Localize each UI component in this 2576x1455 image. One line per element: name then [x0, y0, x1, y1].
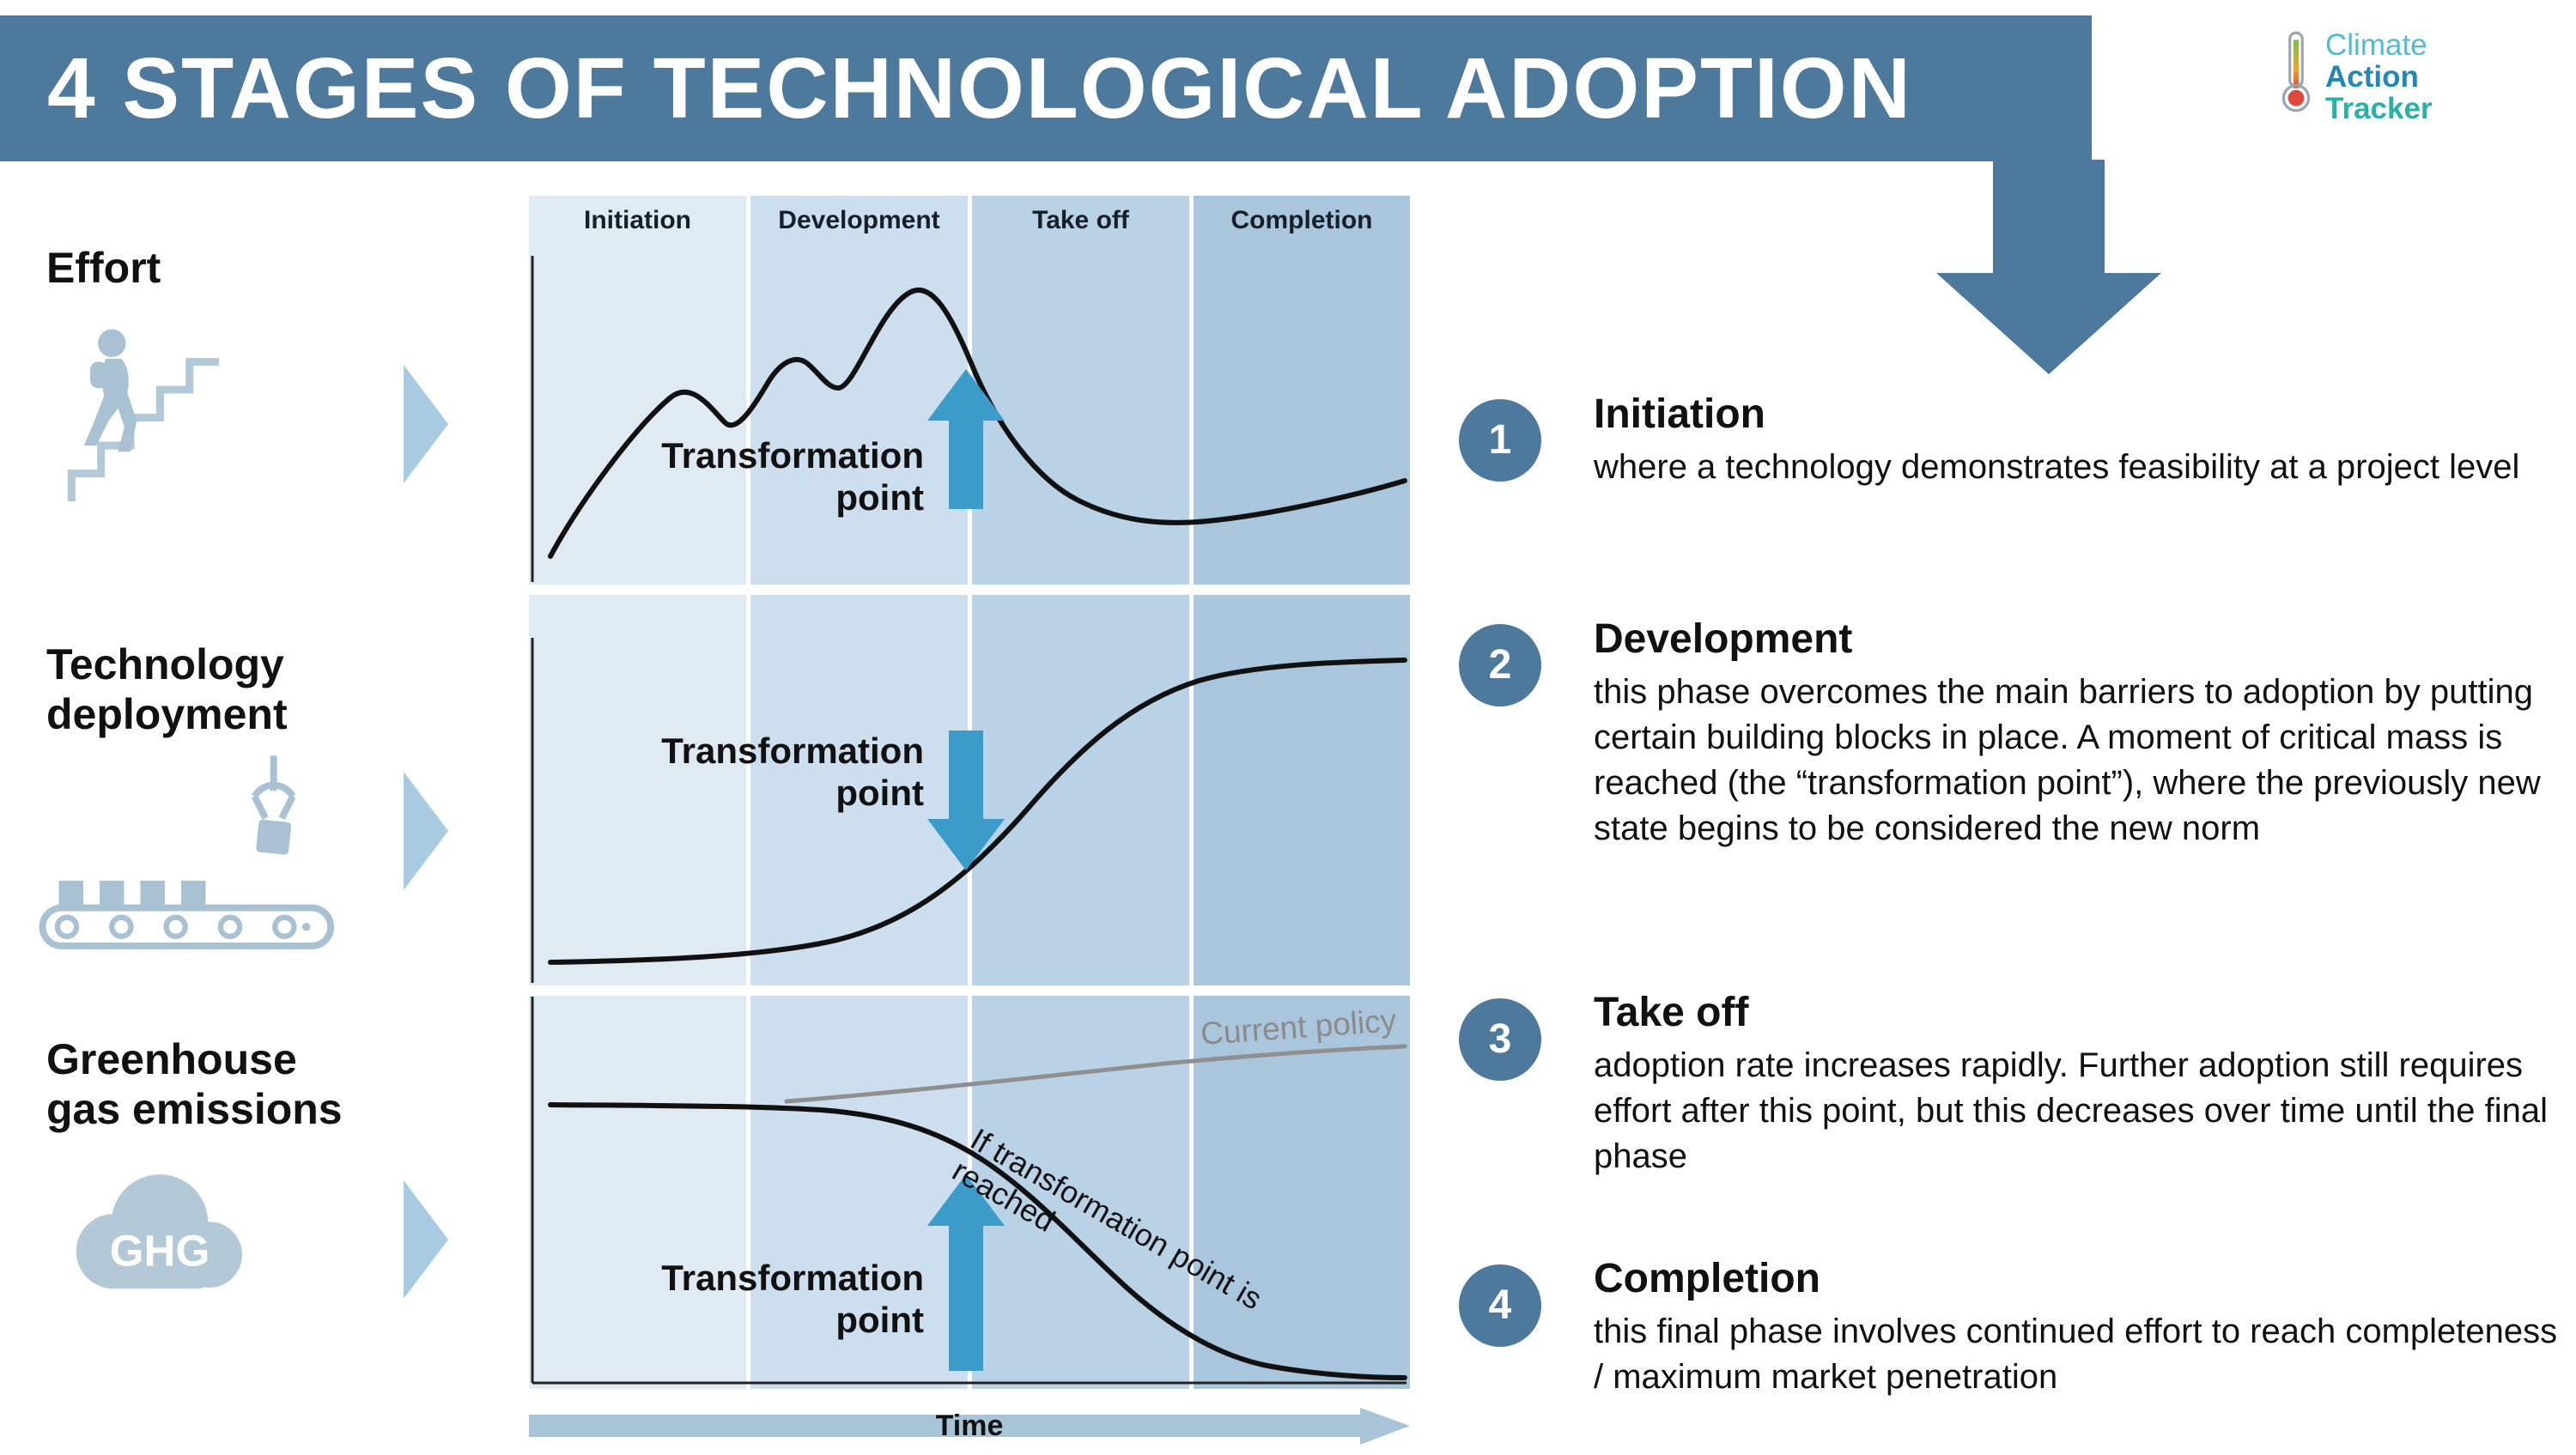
stage-item-completion: Completion this final phase involves con…	[1594, 1255, 2564, 1400]
ghg-cloud-text: GHG	[110, 1226, 210, 1275]
row-arrow-effort-icon	[404, 365, 448, 483]
panel-separator-2	[529, 985, 1410, 996]
time-arrow-icon	[529, 1408, 1410, 1445]
stage-number-1: 1	[1459, 399, 1541, 482]
stage-item-development: Development this phase overcomes the mai…	[1594, 615, 2564, 852]
page-title: 4 STAGES OF TECHNOLOGICAL ADOPTION	[47, 39, 1912, 136]
deployment-chart-panel	[531, 638, 1407, 983]
title-banner: 4 STAGES OF TECHNOLOGICAL ADOPTION	[0, 15, 2092, 161]
conveyor-belt-icon	[39, 755, 335, 949]
stage-description-development: this phase overcomes the main barriers t…	[1594, 673, 2541, 847]
time-axis: Time	[529, 1408, 1410, 1446]
stage-number-2: 2	[1459, 624, 1541, 706]
time-label: Time	[935, 1410, 1004, 1442]
current-policy-line	[784, 1044, 1407, 1104]
stage-title-take-off: Take off	[1594, 990, 1749, 1035]
deployment-curve	[548, 658, 1407, 965]
logo-word-action: Action	[2325, 60, 2419, 94]
band-completion	[1194, 196, 1410, 1389]
column-header-take-off: Take off	[1032, 206, 1129, 234]
thermometer-icon	[2281, 31, 2311, 112]
column-header-completion: Completion	[1230, 206, 1373, 234]
stage-description-initiation: where a technology demonstrates feasibil…	[1594, 448, 2520, 486]
ghg-cloud-icon: GHG	[76, 1174, 242, 1289]
effort-curve	[548, 288, 1407, 559]
emissions-chart-panel	[531, 997, 1407, 1385]
transformation-point-label-deployment: Transformation point	[661, 731, 924, 813]
stage-description-take-off: adoption rate increases rapidly. Further…	[1594, 1046, 2548, 1175]
row-arrow-emissions-icon	[404, 1180, 448, 1299]
stage-number-3: 3	[1459, 998, 1541, 1081]
transformation-arrows	[927, 369, 1005, 1371]
stage-title-development: Development	[1594, 616, 1853, 662]
stage-title-completion: Completion	[1594, 1256, 1820, 1301]
logo-word-tracker: Tracker	[2325, 92, 2433, 125]
column-header-development: Development	[778, 206, 940, 234]
row-label-effort: Effort	[46, 244, 161, 292]
transformation-arrow-up-effort	[927, 369, 1005, 509]
transformation-arrow-up-emissions	[927, 1174, 1005, 1371]
stage-item-initiation: Initiation where a technology demonstrat…	[1594, 391, 2564, 490]
column-header-initiation: Initiation	[584, 206, 691, 234]
transformation-arrow-down-deployment	[927, 731, 1005, 870]
row-arrow-deployment-icon	[404, 772, 448, 890]
transformation-point-label-emissions: Transformation point	[661, 1258, 924, 1340]
stage-description-completion: this final phase involves continued effo…	[1594, 1313, 2558, 1396]
band-initiation	[529, 196, 746, 1389]
banner-down-arrow-icon	[1936, 160, 2161, 374]
stage-number-4: 4	[1459, 1264, 1541, 1347]
climate-action-tracker-logo: Climate Action Tracker	[2275, 29, 2433, 124]
stages-chart-area: Initiation Development Take off Completi…	[529, 196, 1410, 1389]
band-development	[750, 196, 968, 1389]
effort-chart-panel	[531, 256, 1407, 582]
transformation-point-label-effort: Transformation point	[661, 435, 924, 518]
logo-wordmark: Climate Action Tracker	[2325, 29, 2433, 124]
stage-title-initiation: Initiation	[1594, 391, 1765, 437]
row-label-technology-deployment: Technology deployment	[46, 640, 288, 738]
band-take-off	[972, 196, 1189, 1389]
panel-separator-1	[529, 585, 1410, 595]
person-climbing-stairs-icon	[67, 329, 220, 502]
row-label-ghg-emissions: Greenhouse gas emissions	[46, 1035, 343, 1133]
stage-item-take-off: Take off adoption rate increases rapidly…	[1594, 989, 2564, 1179]
emissions-curve	[548, 1102, 1407, 1380]
logo-word-climate: Climate	[2325, 28, 2427, 62]
